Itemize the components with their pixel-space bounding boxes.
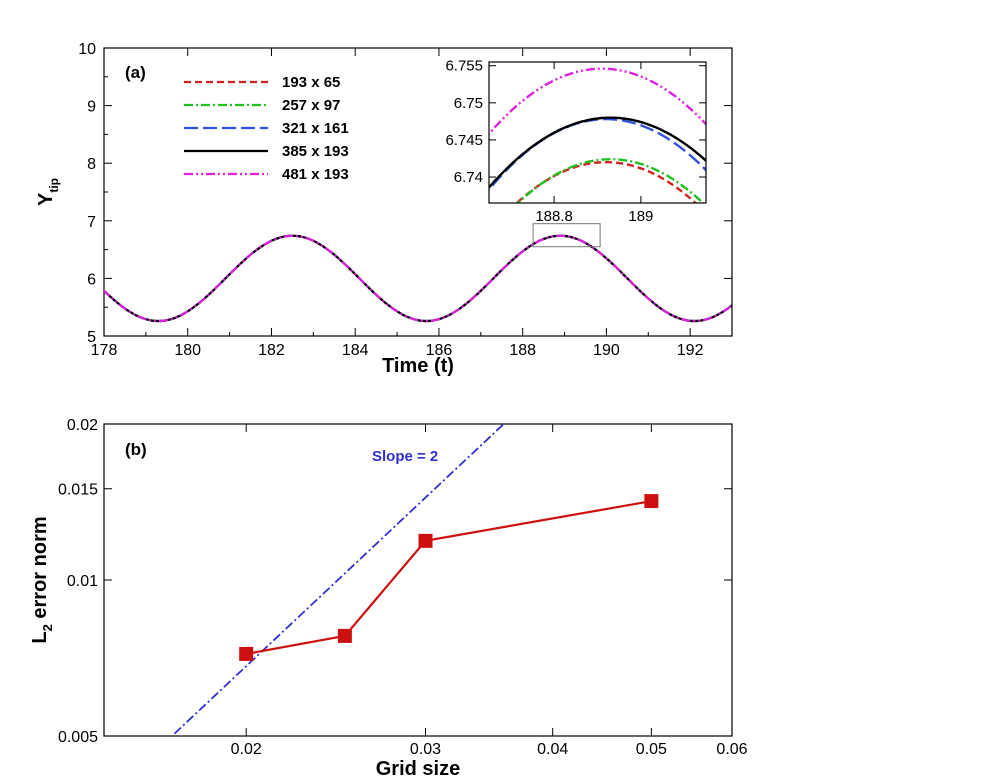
- y-tick-label: 9: [87, 99, 96, 116]
- slope-annotation: Slope = 2: [372, 448, 438, 465]
- b-x-tick-label: 0.04: [537, 741, 568, 758]
- svg-text:L2 error norm: L2 error norm: [29, 516, 55, 643]
- slope-reference-line: [173, 424, 506, 735]
- error-data-point: [239, 646, 254, 661]
- panel-b-y-label-main: L: [29, 631, 51, 643]
- b-x-tick-label: 0.03: [410, 741, 441, 758]
- panel-b-y-label-sub: 2: [40, 624, 55, 631]
- y-tick-label: 6: [87, 271, 96, 288]
- x-tick-label: 182: [258, 342, 285, 359]
- legend-label-257x97: 257 x 97: [282, 97, 340, 114]
- series-line-385x193: [104, 234, 732, 323]
- inset-series-481x193: [489, 67, 706, 136]
- svg-text:Ytip: Ytip: [35, 178, 61, 206]
- panel-b-plot-area: [173, 424, 659, 735]
- b-y-tick-label: 0.02: [67, 417, 98, 434]
- y-tick-label: 10: [78, 41, 96, 58]
- panel-a-y-axis-label: Ytip: [35, 178, 61, 206]
- inset-zoom-plot: 188.8 189 6.74 6.745 6.75 6.755: [445, 58, 707, 225]
- x-tick-label: 178: [91, 342, 118, 359]
- legend-label-321x161: 321 x 161: [282, 120, 349, 137]
- error-data-point: [418, 533, 433, 548]
- error-data-point: [644, 494, 659, 509]
- inset-series-257x97: [516, 157, 705, 203]
- b-x-tick-label: 0.05: [636, 741, 667, 758]
- panel-a-curves: [104, 234, 732, 323]
- panel-a-time-series: 178 180 182 184 186 188 190 192 5 6 7 8 9 10 (a) 193 …: [35, 41, 733, 377]
- y-tick-label: 8: [87, 156, 96, 173]
- b-x-tick-label: 0.02: [231, 741, 262, 758]
- x-tick-label: 188: [509, 342, 536, 359]
- b-y-tick-label: 0.01: [67, 573, 98, 590]
- legend-label-385x193: 385 x 193: [282, 143, 349, 160]
- y-tick-label: 5: [87, 329, 96, 346]
- panel-b-convergence: 0.02 0.03 0.04 0.05 0.06 0.005 0.01 0.015 0.02 (…: [29, 417, 748, 780]
- inset-y-tick-label: 6.755: [445, 58, 483, 75]
- x-tick-label: 186: [426, 342, 453, 359]
- legend-label-193x65: 193 x 65: [282, 74, 340, 91]
- b-x-tick-label: 0.06: [716, 741, 747, 758]
- x-tick-label: 184: [342, 342, 369, 359]
- inset-y-tick-label: 6.75: [454, 95, 483, 112]
- panel-a-ticks: 178 180 182 184 186 188 190 192 5 6 7 8 9 10: [78, 41, 732, 359]
- y-tick-label: 7: [87, 214, 96, 231]
- panel-b-label: (b): [125, 440, 147, 459]
- panel-b-x-axis-label: Grid size: [376, 758, 460, 780]
- b-y-tick-label: 0.015: [58, 482, 98, 499]
- legend-label-481x193: 481 x 193: [282, 166, 349, 183]
- panel-a-x-axis-label: Time (t): [382, 355, 454, 377]
- inset-y-tick-label: 6.745: [445, 132, 483, 149]
- panel-a-label: (a): [125, 63, 146, 82]
- inset-frame: [488, 61, 707, 204]
- inset-x-tick-label: 188.8: [535, 208, 573, 225]
- error-norm-line: [246, 500, 652, 655]
- inset-series-385x193: [489, 116, 706, 190]
- inset-ticks: 188.8 189 6.74 6.745 6.75 6.755: [445, 58, 706, 225]
- x-tick-label: 180: [174, 342, 201, 359]
- x-tick-label: 192: [677, 342, 704, 359]
- panel-a-y-label-sub: tip: [47, 178, 61, 193]
- zoom-region-box: [532, 223, 601, 248]
- inset-x-tick-label: 189: [628, 208, 653, 225]
- panel-b-ticks: 0.02 0.03 0.04 0.05 0.06 0.005 0.01 0.015 0.02: [58, 417, 748, 758]
- panel-a-y-label-main: Y: [35, 192, 57, 206]
- panel-b-y-label-rest: error norm: [29, 516, 51, 624]
- b-y-tick-label: 0.005: [58, 729, 98, 746]
- x-tick-label: 190: [593, 342, 620, 359]
- error-data-point: [337, 628, 352, 643]
- panel-b-frame: [103, 423, 733, 737]
- series-line-481x193: [104, 234, 732, 323]
- inset-curves: [489, 67, 706, 203]
- inset-y-tick-label: 6.74: [454, 169, 483, 186]
- panel-b-y-axis-label: L2 error norm: [29, 516, 55, 643]
- panel-a-legend: 193 x 65 257 x 97 321 x 161 385 x 193 481 x …: [184, 74, 349, 183]
